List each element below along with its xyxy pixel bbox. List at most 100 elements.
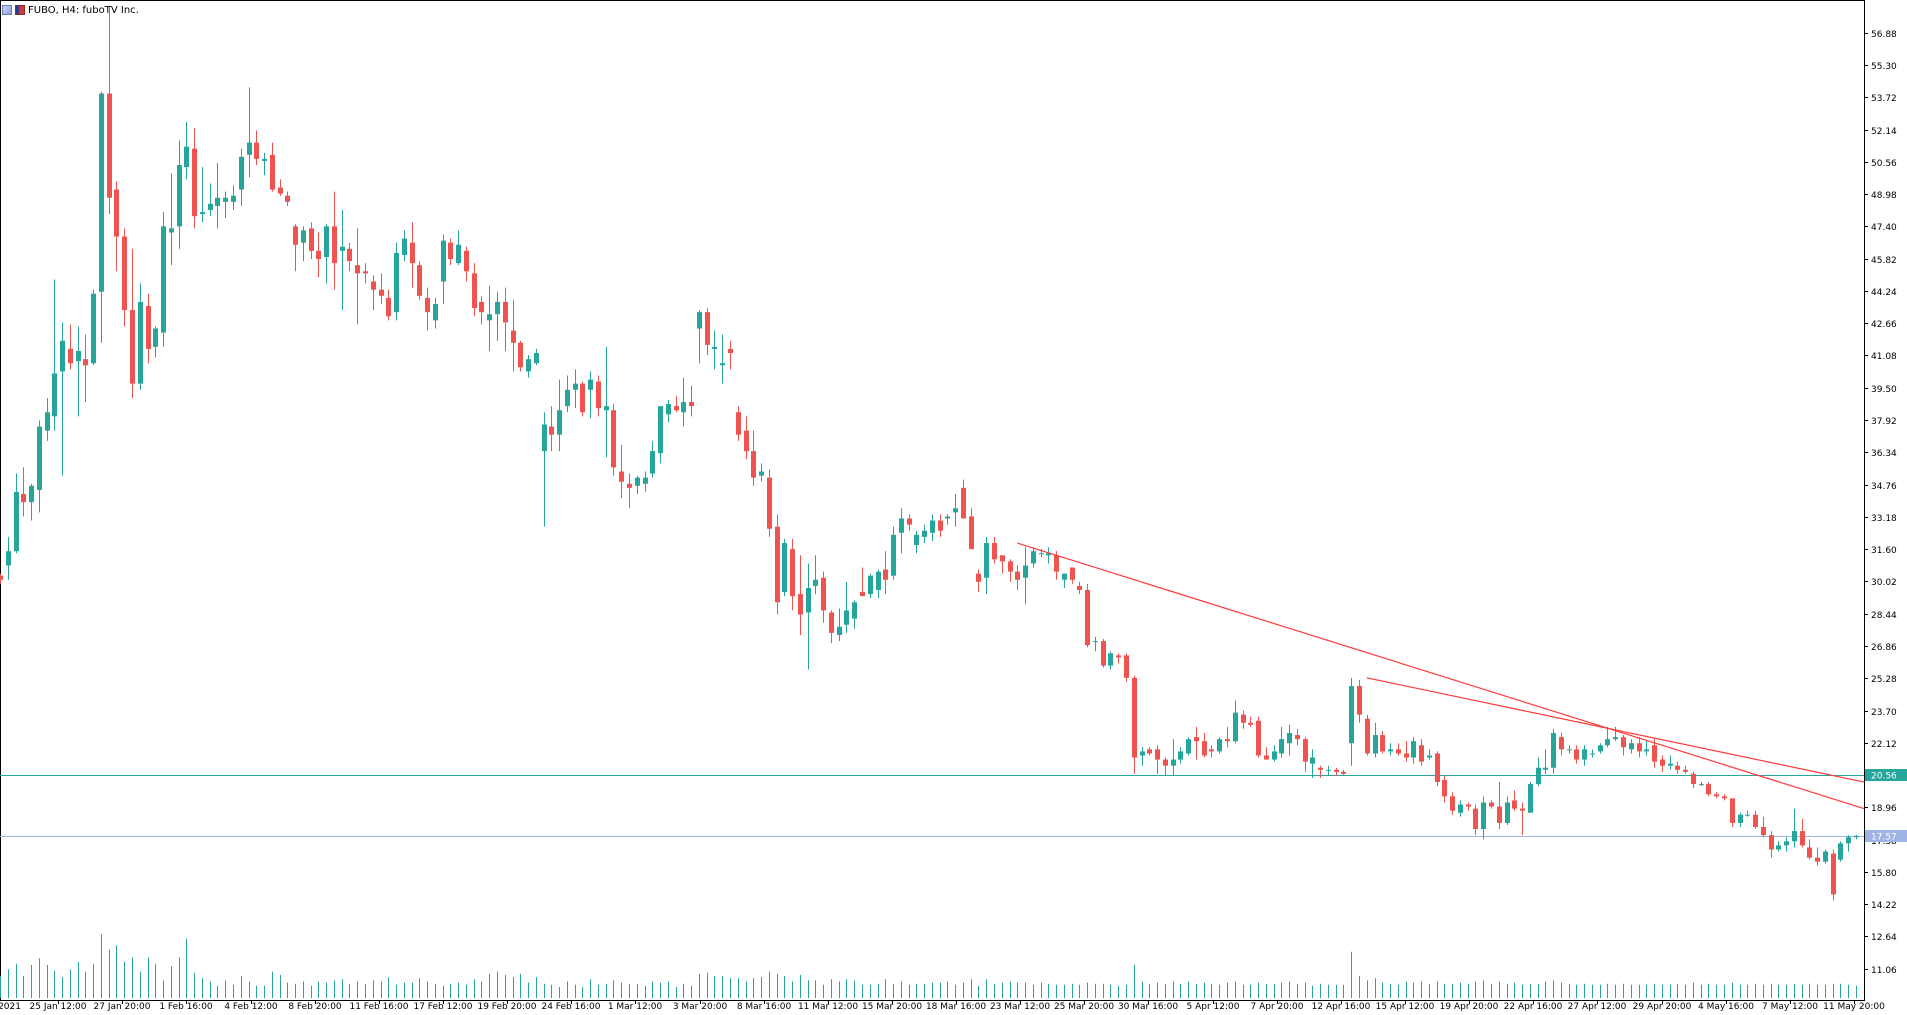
bearish-candle [1559,737,1564,750]
bullish-candle [456,244,461,264]
bearish-candle [332,226,337,264]
bullish-candle [922,530,927,537]
bullish-candle [1838,843,1843,860]
x-tick-label: 7 May 12:00 [1762,1002,1818,1011]
bullish-candle [1668,763,1673,766]
bullish-candle [1528,784,1533,813]
bullish-candle [1846,837,1851,844]
bearish-candle [775,526,780,603]
bearish-candle [744,430,749,452]
chart-header: FUBO, H4: fuboTV Inc. [2,3,139,17]
bearish-candle [1194,737,1199,742]
bearish-candle [309,228,314,251]
bearish-candle [1000,555,1005,562]
bearish-candle [1295,735,1300,740]
y-tick-label: 22.12 [1871,740,1897,750]
bearish-candle [1714,794,1719,797]
bearish-candle [1209,749,1214,752]
bearish-candle [285,195,290,202]
bearish-candle [1132,677,1137,758]
bullish-candle [557,410,562,435]
bearish-candle [254,142,259,159]
bullish-candle [1551,733,1556,768]
bearish-candle [1015,571,1020,580]
bearish-candle [114,189,119,237]
x-tick-label: 27 Apr 12:00 [1568,1002,1627,1011]
bullish-candle [161,226,166,333]
bullish-candle [1536,767,1541,785]
bearish-candle [1815,857,1820,862]
bullish-candle [813,579,818,586]
bullish-candle [1310,757,1315,764]
bearish-candle [1241,714,1246,723]
y-tick-label: 26.86 [1871,643,1897,653]
bearish-candle [549,426,554,435]
bullish-candle [1388,749,1393,752]
y-tick-label: 47.40 [1871,223,1897,233]
bearish-candle [1396,749,1401,754]
bearish-candle [1683,769,1688,772]
y-tick-label: 30.02 [1871,578,1897,588]
chart-window-icon[interactable] [2,5,12,15]
bearish-candle [1248,722,1253,725]
bullish-candle [534,353,539,364]
bullish-candle [945,516,950,519]
bullish-candle [1108,653,1113,666]
bearish-candle [1264,755,1269,760]
bullish-candle [1233,712,1238,742]
bullish-candle [604,406,609,411]
bullish-candle [99,93,104,292]
bearish-candle [1077,585,1082,590]
y-tick-label: 34.76 [1871,482,1897,492]
bullish-candle [868,575,873,595]
bullish-candle [759,471,764,476]
bearish-candle [1520,808,1525,811]
bullish-candle [658,406,663,454]
bullish-candle [891,534,896,576]
bullish-candle [1373,735,1378,754]
bearish-candle [417,265,422,296]
bullish-candle [984,543,989,578]
x-tick-label: 21 Jan 2021 [0,1002,21,1011]
bullish-candle [169,228,174,233]
x-tick-label: 19 Apr 20:00 [1440,1002,1499,1011]
y-tick-label: 45.82 [1871,256,1897,266]
bearish-candle [1807,847,1812,858]
bullish-candle [1349,686,1354,744]
bearish-candle [1155,749,1160,760]
bearish-candle [1256,720,1261,756]
bearish-candle [1574,749,1579,760]
bearish-candle [1450,796,1455,811]
y-tick-label: 33.18 [1871,514,1897,524]
bullish-candle [6,551,11,566]
bearish-candle [1675,765,1680,770]
bearish-candle [619,471,624,482]
bearish-candle [1621,737,1626,748]
bearish-candle [278,187,283,194]
bullish-candle [635,477,640,486]
bearish-candle [1652,745,1657,762]
bullish-candle [1217,739,1222,752]
bullish-candle [852,602,857,619]
x-tick-label: 25 Mar 20:00 [1054,1002,1114,1011]
bullish-candle [1171,759,1176,766]
bearish-candle [1124,655,1129,678]
bearish-candle [1435,753,1440,783]
x-tick-label: 19 Feb 20:00 [477,1002,536,1011]
bearish-candle [1722,796,1727,799]
y-tick-label: 56.88 [1871,30,1897,40]
x-tick-label: 7 Apr 20:00 [1251,1002,1304,1011]
bearish-candle [130,310,135,384]
bullish-candle [1854,835,1859,838]
bullish-candle [208,203,213,210]
bullish-candle [1272,751,1277,760]
bearish-candle [21,493,26,503]
bearish-candle [1054,555,1059,572]
bullish-candle [914,534,919,546]
support-price-tag-label: 20.56 [1871,772,1897,782]
bearish-candle [1473,808,1478,830]
bearish-candle [146,306,151,349]
bullish-candle [1458,804,1463,813]
bearish-candle [705,312,710,345]
